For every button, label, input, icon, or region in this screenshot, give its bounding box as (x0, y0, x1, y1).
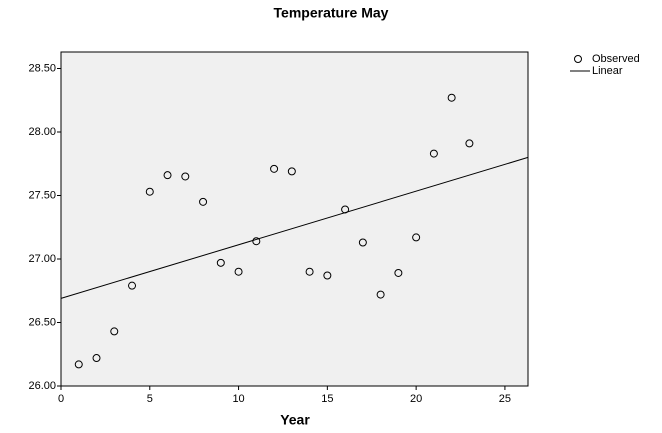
legend-label: Linear (592, 65, 623, 77)
point (199, 197, 208, 206)
point (429, 149, 438, 158)
point (92, 354, 101, 363)
point (394, 268, 403, 277)
point (110, 327, 119, 336)
y-tick-label: 26.50 (28, 316, 56, 328)
x-tick-label: 5 (147, 393, 153, 405)
point (252, 237, 261, 246)
point (412, 233, 421, 242)
point (74, 360, 83, 369)
point (270, 164, 279, 173)
fit-line (60, 156, 529, 299)
chart-title: Temperature May (274, 5, 389, 21)
x-tick-label: 25 (499, 393, 511, 405)
point (358, 238, 367, 247)
point (376, 290, 385, 299)
point (447, 93, 456, 102)
plot-area (60, 51, 529, 387)
y-tick-label: 27.00 (28, 253, 56, 265)
point (305, 267, 314, 276)
legend-marker (574, 55, 582, 63)
x-axis-label: Year (280, 412, 310, 428)
y-tick-label: 26.00 (28, 380, 56, 392)
point (181, 172, 190, 181)
y-tick-label: 28.00 (28, 126, 56, 138)
point (145, 187, 154, 196)
x-tick-label: 15 (321, 393, 333, 405)
legend-label: Observed (592, 53, 640, 65)
point (287, 167, 296, 176)
y-tick-label: 28.50 (28, 62, 56, 74)
point (234, 267, 243, 276)
x-tick-label: 20 (410, 393, 422, 405)
point (216, 258, 225, 267)
y-tick-label: 27.50 (28, 189, 56, 201)
x-tick-label: 10 (232, 393, 244, 405)
point (465, 139, 474, 148)
point (128, 281, 137, 290)
point (323, 271, 332, 280)
point (163, 171, 172, 180)
x-tick-label: 0 (58, 393, 64, 405)
